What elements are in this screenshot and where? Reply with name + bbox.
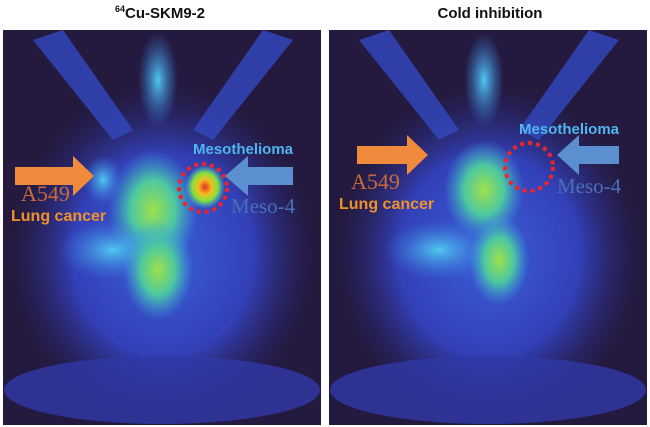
label-mesothelioma: Mesothelioma bbox=[519, 121, 620, 138]
pet-scan-right bbox=[329, 30, 647, 425]
pet-image-right: A549 Lung cancer Mesothelioma Meso-4 bbox=[329, 30, 647, 425]
pet-scan-left bbox=[3, 30, 321, 425]
tumor-circle bbox=[177, 162, 229, 214]
arrow-left-icon bbox=[225, 156, 293, 196]
label-mesothelioma: Mesothelioma bbox=[193, 141, 294, 158]
label-meso4: Meso-4 bbox=[557, 174, 622, 198]
tumor-circle bbox=[503, 141, 555, 193]
label-meso4: Meso-4 bbox=[231, 194, 296, 218]
panel-title-right: Cold inhibition bbox=[437, 5, 543, 22]
tumor-hotspot bbox=[185, 165, 225, 209]
label-a549: A549 bbox=[351, 169, 400, 194]
label-lung-cancer: Lung cancer bbox=[11, 208, 107, 225]
panel-title-left: 64Cu-SKM9-2 bbox=[114, 4, 206, 23]
pet-image-left: A549 Lung cancer Mesothelioma Meso-4 bbox=[3, 30, 321, 425]
arrow-right-icon bbox=[357, 135, 428, 175]
arrow-left-icon bbox=[557, 135, 619, 175]
label-lung-cancer: Lung cancer bbox=[339, 196, 435, 213]
label-a549: A549 bbox=[21, 181, 70, 206]
arrow-right-icon bbox=[15, 156, 94, 196]
